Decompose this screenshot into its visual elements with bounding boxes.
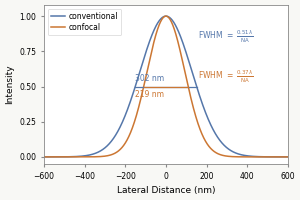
Legend: conventional, confocal: conventional, confocal bbox=[48, 9, 121, 35]
Line: confocal: confocal bbox=[44, 16, 288, 157]
conventional bbox=[281, 156, 285, 158]
confocal bbox=[70, 156, 74, 158]
confocal bbox=[136, 110, 139, 113]
Text: FWHM $=$ $\frac{0.37\lambda}{\mathrm{NA}}$: FWHM $=$ $\frac{0.37\lambda}{\mathrm{NA}… bbox=[198, 68, 253, 85]
Text: 302 nm: 302 nm bbox=[135, 74, 164, 83]
conventional bbox=[164, 15, 168, 17]
confocal bbox=[85, 156, 88, 158]
confocal bbox=[42, 156, 46, 158]
Line: conventional: conventional bbox=[44, 16, 288, 157]
confocal bbox=[286, 156, 290, 158]
conventional bbox=[136, 78, 139, 80]
confocal bbox=[164, 15, 168, 17]
confocal bbox=[255, 156, 259, 158]
conventional bbox=[70, 155, 74, 158]
conventional bbox=[286, 156, 290, 158]
Text: FWHM $=$ $\frac{0.51\lambda}{\mathrm{NA}}$: FWHM $=$ $\frac{0.51\lambda}{\mathrm{NA}… bbox=[198, 29, 253, 45]
Y-axis label: Intensity: Intensity bbox=[5, 65, 14, 104]
confocal bbox=[146, 66, 150, 68]
Text: 219 nm: 219 nm bbox=[135, 90, 164, 99]
X-axis label: Lateral Distance (nm): Lateral Distance (nm) bbox=[117, 186, 215, 195]
conventional bbox=[85, 154, 88, 157]
conventional bbox=[42, 156, 46, 158]
conventional bbox=[146, 44, 150, 47]
confocal bbox=[281, 156, 285, 158]
conventional bbox=[255, 155, 259, 158]
